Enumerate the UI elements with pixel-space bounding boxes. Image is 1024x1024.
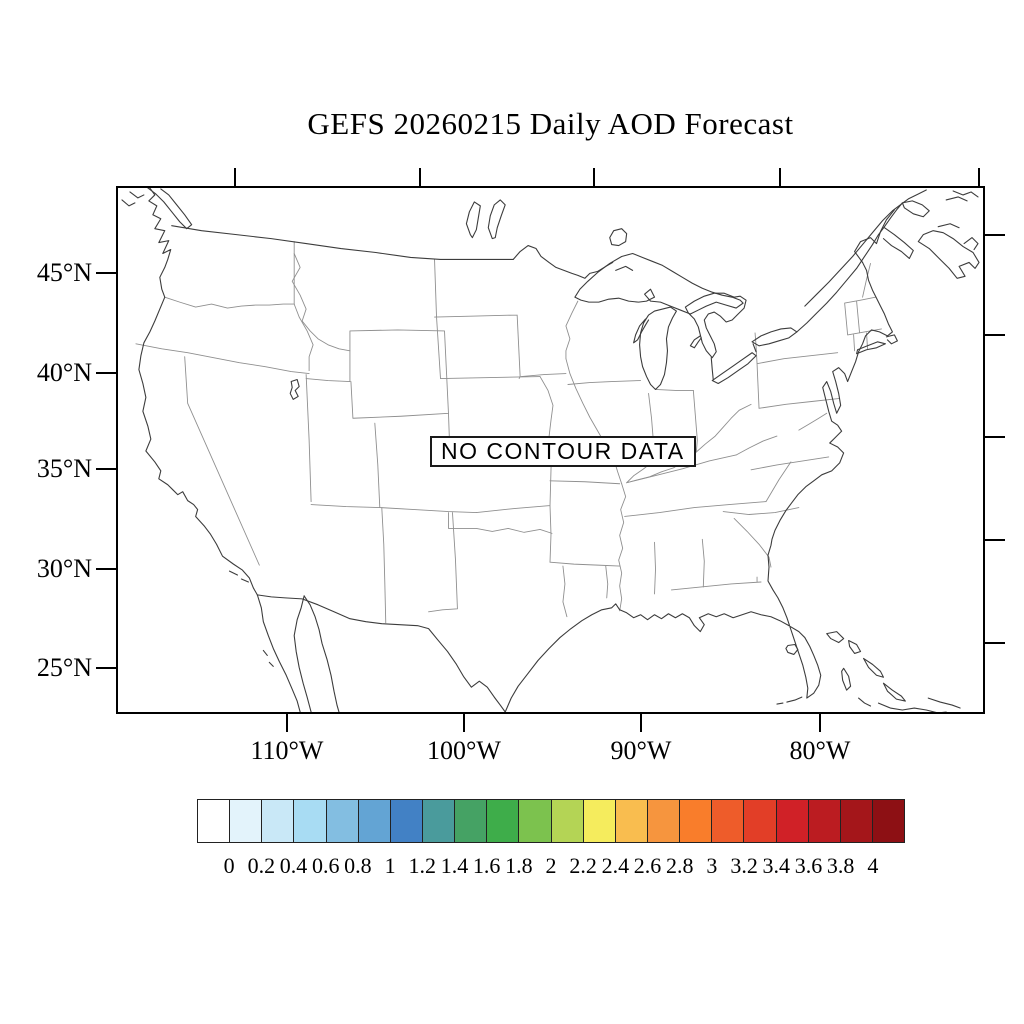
colorbar-tick-label: 2.6 — [633, 853, 662, 878]
colorbar-segment — [679, 799, 713, 843]
no-contour-data-badge: NO CONTOUR DATA — [430, 436, 696, 467]
colorbar-segment — [550, 799, 584, 843]
colorbar-tick-label: 0 — [223, 853, 235, 878]
colorbar-segment — [486, 799, 520, 843]
colorbar-tick-label: 3 — [706, 853, 718, 878]
right-tick — [985, 334, 1005, 336]
colorbar-tick-label: 3.2 — [730, 853, 758, 878]
colorbar-tick-label: 4 — [867, 853, 879, 878]
colorbar-tick-label: 0.8 — [344, 853, 372, 878]
colorbar-segment — [421, 799, 456, 843]
colorbar-segment — [743, 799, 777, 843]
lat-tick-label: 30°N — [36, 554, 92, 583]
lon-tick — [640, 714, 642, 732]
top-tick — [978, 168, 980, 186]
colorbar-segment — [518, 799, 552, 843]
colorbar-tick-label: 2.2 — [569, 853, 597, 878]
colorbar-tick-label: 3.8 — [826, 853, 855, 878]
colorbar-segment — [646, 799, 681, 843]
lat-tick-label: 40°N — [36, 358, 92, 387]
colorbar-segment — [229, 799, 263, 843]
lat-tick — [96, 272, 116, 274]
us-map — [121, 188, 980, 712]
colorbar-tick-label: 1.2 — [408, 853, 437, 878]
colorbar-segment — [871, 799, 906, 843]
colorbar-tick-label: 1 — [384, 853, 396, 878]
colorbar-tick-label: 3.6 — [794, 853, 823, 878]
lat-tick — [96, 568, 116, 570]
right-tick — [985, 234, 1005, 236]
colorbar-segment — [614, 799, 648, 843]
colorbar-segment — [197, 799, 231, 843]
colorbar-tick-label: 2.4 — [601, 853, 630, 878]
colorbar — [197, 799, 906, 843]
lon-tick — [463, 714, 465, 732]
state-borders — [135, 241, 882, 624]
colorbar-tick-label: 1.4 — [440, 853, 469, 878]
top-tick — [234, 168, 236, 186]
colorbar-tick-label: 1.6 — [472, 853, 501, 878]
colorbar-tick-label: 0.4 — [279, 853, 308, 878]
colorbar-segment — [357, 799, 391, 843]
colorbar-segment — [807, 799, 841, 843]
right-tick — [985, 436, 1005, 438]
lat-tick-label: 25°N — [36, 653, 92, 682]
colorbar-tick-label: 3.4 — [762, 853, 791, 878]
colorbar-segment — [839, 799, 873, 843]
colorbar-tick-label: 0.6 — [311, 853, 340, 878]
lat-tick-label: 35°N — [36, 454, 92, 483]
lon-tick-label: 110°W — [250, 736, 324, 765]
colorbar-segment — [261, 799, 295, 843]
plot-title: GEFS 20260215 Daily AOD Forecast — [307, 106, 794, 141]
lat-tick-label: 45°N — [36, 258, 92, 287]
right-tick — [985, 539, 1005, 541]
colorbar-tick-label: 2.8 — [665, 853, 694, 878]
colorbar-segment — [775, 799, 809, 843]
coastlines — [121, 188, 980, 712]
lat-tick — [96, 468, 116, 470]
top-tick — [593, 168, 595, 186]
colorbar-segment — [711, 799, 745, 843]
top-tick — [779, 168, 781, 186]
top-tick — [419, 168, 421, 186]
colorbar-segment — [454, 799, 488, 843]
lat-tick — [96, 372, 116, 374]
colorbar-segment — [582, 799, 616, 843]
colorbar-tick-label: 2 — [545, 853, 557, 878]
colorbar-tick-label: 0.2 — [247, 853, 276, 878]
colorbar-tick-label: 1.8 — [505, 853, 533, 878]
lon-tick-label: 90°W — [610, 736, 672, 765]
colorbar-segment — [293, 799, 327, 843]
right-tick — [985, 642, 1005, 644]
lat-tick — [96, 667, 116, 669]
lon-tick — [819, 714, 821, 732]
lon-tick-label: 80°W — [789, 736, 851, 765]
colorbar-segment — [389, 799, 423, 843]
lon-tick — [286, 714, 288, 732]
lon-tick-label: 100°W — [427, 736, 501, 765]
colorbar-segment — [325, 799, 359, 843]
